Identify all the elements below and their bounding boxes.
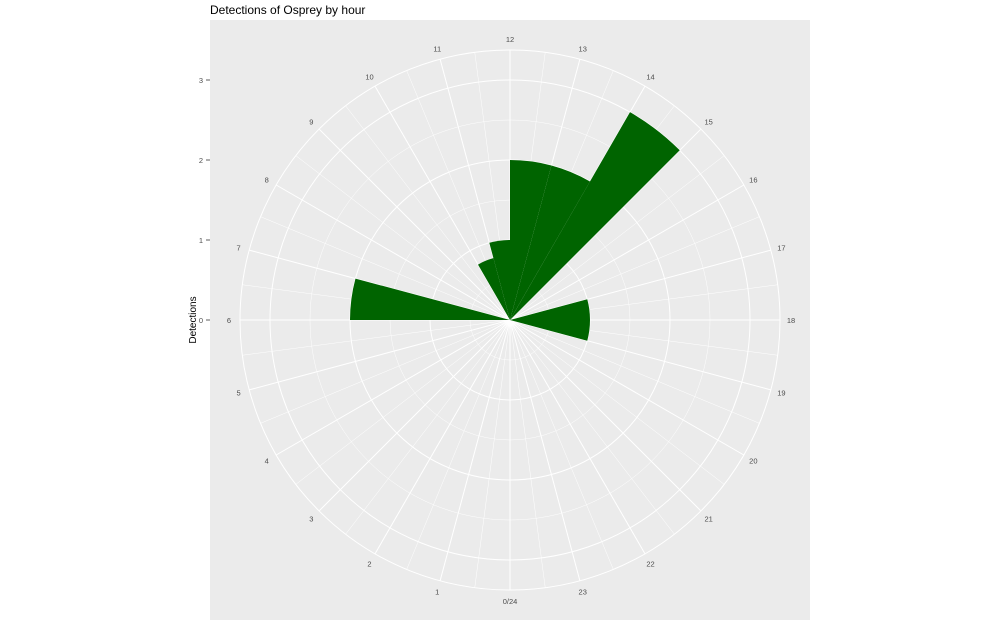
grid-spoke xyxy=(295,319,511,485)
grid-spoke xyxy=(509,216,760,321)
hour-label: 13 xyxy=(579,45,587,54)
hour-label: 5 xyxy=(236,389,240,398)
bar-hour-17 xyxy=(510,299,590,320)
grid-spoke xyxy=(318,319,511,512)
grid-spoke xyxy=(509,319,702,512)
hour-label: 4 xyxy=(265,457,269,466)
hour-label: 15 xyxy=(705,117,713,126)
hour-label: 11 xyxy=(433,45,441,54)
grid-spoke xyxy=(260,216,511,321)
grid-spoke xyxy=(509,155,725,321)
grid-spoke xyxy=(509,319,675,535)
y-tick-label: 0 xyxy=(199,316,203,325)
grid-spoke xyxy=(318,128,511,321)
hour-label: 0/24 xyxy=(503,597,518,606)
hour-label: 3 xyxy=(309,515,313,524)
hour-label: 23 xyxy=(579,587,587,596)
y-tick-label: 1 xyxy=(199,236,203,245)
hour-label-layer: 0/24123456789101112131415161718192021222… xyxy=(227,35,795,606)
hour-label: 10 xyxy=(365,73,373,82)
hour-label: 17 xyxy=(777,243,785,252)
hour-label: 19 xyxy=(777,389,785,398)
hour-label: 9 xyxy=(309,117,313,126)
grid-spoke xyxy=(249,249,511,321)
hour-label: 22 xyxy=(646,559,654,568)
bar-hour-10 xyxy=(478,258,510,320)
grid-spoke xyxy=(345,319,511,535)
grid-spoke xyxy=(406,319,511,570)
grid-spoke xyxy=(260,319,511,424)
grid-spoke xyxy=(374,85,511,321)
bar-hour-6 xyxy=(350,278,510,320)
hour-label: 8 xyxy=(265,176,269,185)
bar-hour-11 xyxy=(489,240,510,320)
grid-spoke xyxy=(509,319,725,485)
grid-spoke xyxy=(474,319,511,588)
hour-label: 7 xyxy=(236,243,240,252)
y-axis: 0 1 2 3 xyxy=(199,76,210,325)
bar-hour-18 xyxy=(510,320,590,341)
bar-hour-12 xyxy=(510,160,552,320)
grid-spoke xyxy=(509,319,581,581)
hour-label: 16 xyxy=(749,176,757,185)
hour-label: 20 xyxy=(749,457,757,466)
hour-label: 2 xyxy=(367,559,371,568)
grid-spoke xyxy=(509,184,745,321)
grid-spoke xyxy=(509,319,546,588)
y-axis-title: Detections xyxy=(188,296,199,343)
grid-spoke xyxy=(374,319,511,555)
grid-spoke xyxy=(275,319,511,456)
grid-spoke xyxy=(509,319,614,570)
grid-spoke xyxy=(439,319,511,581)
grid-spoke xyxy=(345,105,511,321)
hour-label: 18 xyxy=(787,316,795,325)
hour-label: 1 xyxy=(435,587,439,596)
bar-hour-13 xyxy=(510,165,590,320)
hour-label: 12 xyxy=(506,35,514,44)
grid-spoke xyxy=(509,319,760,424)
y-tick-label: 2 xyxy=(199,156,203,165)
bar-hour-14 xyxy=(510,112,680,321)
hour-label: 6 xyxy=(227,316,231,325)
grid-spoke xyxy=(295,155,511,321)
grid-spoke xyxy=(249,319,511,391)
y-tick-label: 3 xyxy=(199,76,203,85)
bar-layer xyxy=(350,112,680,341)
grid-spoke xyxy=(509,319,646,555)
grid-spoke xyxy=(242,319,511,356)
hour-label: 14 xyxy=(646,73,654,82)
grid-spoke xyxy=(275,184,511,321)
grid-spoke xyxy=(509,319,745,456)
hour-label: 21 xyxy=(705,515,713,524)
chart-title: Detections of Osprey by hour xyxy=(210,3,365,17)
